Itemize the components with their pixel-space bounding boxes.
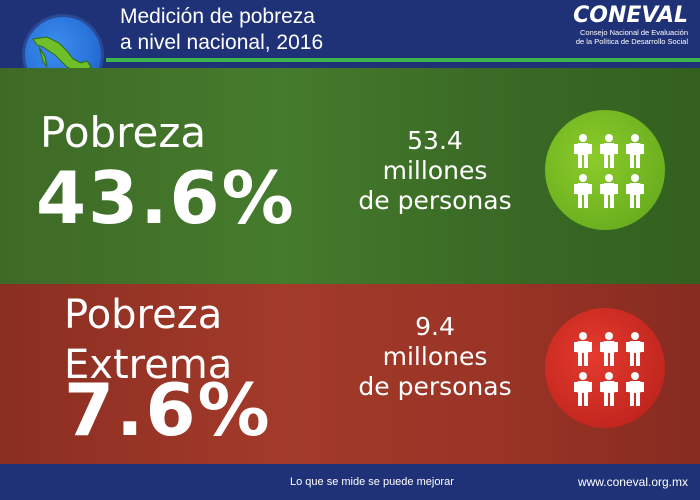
- people-icon: [545, 308, 665, 428]
- pobreza-extrema-count: 9.4 millones de personas: [335, 312, 535, 402]
- people-icon: [545, 110, 665, 230]
- person-icon: [600, 134, 618, 168]
- pobreza-count-number: 53.4: [407, 126, 463, 155]
- header-divider: [70, 58, 700, 62]
- pobreza-extrema-count-label: de personas: [358, 372, 512, 401]
- person-icon: [626, 134, 644, 168]
- footer-slogan: Lo que se mide se puede mejorar: [290, 476, 454, 488]
- page-title: Medición de pobreza a nivel nacional, 20…: [120, 4, 323, 56]
- person-icon: [574, 372, 592, 406]
- footer-bar: Lo que se mide se puede mejorar www.cone…: [0, 464, 700, 500]
- pobreza-count-label: de personas: [358, 186, 512, 215]
- person-icon: [574, 134, 592, 168]
- pobreza-extrema-count-number: 9.4: [415, 312, 455, 341]
- coneval-logo: CONEVAL Consejo Nacional de Evaluación d…: [573, 3, 688, 47]
- pobreza-label: Pobreza: [40, 108, 207, 157]
- pobreza-panel: Pobreza 43.6% 53.4 millones de personas: [0, 68, 700, 284]
- person-icon: [600, 174, 618, 208]
- pobreza-count-unit: millones: [382, 156, 488, 185]
- footer-url[interactable]: www.coneval.org.mx: [577, 475, 688, 489]
- person-icon: [574, 174, 592, 208]
- brand-name: CONEVAL: [573, 3, 688, 28]
- title-line-2: a nivel nacional, 2016: [120, 31, 324, 54]
- pobreza-extrema-value: 7.6%: [64, 368, 272, 452]
- pobreza-value: 43.6%: [36, 156, 296, 240]
- header-bar: Medición de pobreza a nivel nacional, 20…: [0, 0, 700, 68]
- person-icon: [574, 332, 592, 366]
- person-icon: [626, 332, 644, 366]
- pobreza-extrema-count-unit: millones: [382, 342, 488, 371]
- pobreza-extrema-panel: Pobreza Extrema 7.6% 9.4 millones de per…: [0, 284, 700, 464]
- person-icon: [626, 372, 644, 406]
- pobreza-extrema-label: Pobreza Extrema: [64, 290, 232, 390]
- person-icon: [626, 174, 644, 208]
- brand-subtitle-2: de la Política de Desarrollo Social: [575, 37, 688, 46]
- person-icon: [600, 372, 618, 406]
- mexico-map-icon: [32, 36, 92, 74]
- pobreza-extrema-label-2: Extrema: [64, 342, 233, 388]
- pobreza-extrema-label-1: Pobreza: [64, 292, 223, 338]
- brand-subtitle-1: Consejo Nacional de Evaluación: [580, 28, 688, 37]
- person-icon: [600, 332, 618, 366]
- pobreza-count: 53.4 millones de personas: [335, 126, 535, 216]
- title-line-1: Medición de pobreza: [120, 5, 315, 28]
